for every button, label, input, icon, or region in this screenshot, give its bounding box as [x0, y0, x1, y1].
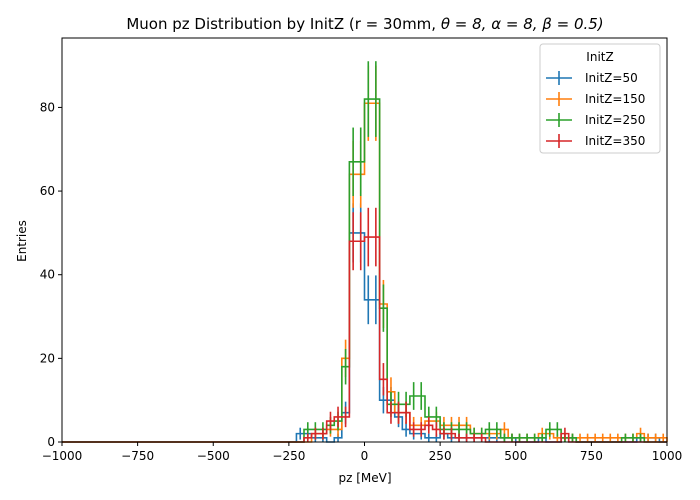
x-tick-label: 1000 — [652, 449, 683, 463]
legend-title: InitZ — [586, 50, 613, 64]
series-step-line — [62, 232, 667, 443]
x-tick-label: 500 — [504, 449, 527, 463]
axes-layer: −1000 −750 −500 −250 0 250 500 750 1000 0 20 40 60 80 — [40, 37, 683, 463]
legend-label: InitZ=350 — [585, 134, 645, 148]
y-tick-label: 40 — [40, 268, 55, 282]
legend-entry: InitZ=350 — [546, 134, 645, 148]
x-tick-label: 750 — [580, 449, 603, 463]
y-tick-label: 60 — [40, 184, 55, 198]
x-tick-label: −500 — [197, 449, 230, 463]
y-tick-label: 80 — [40, 100, 55, 114]
y-axis-label: Entries — [15, 220, 29, 262]
legend: InitZ InitZ=50 InitZ=150 InitZ=250 InitZ=350 — [539, 43, 661, 154]
x-tick-label: 250 — [429, 449, 452, 463]
y-tick-label: 20 — [40, 351, 55, 365]
legend-box — [539, 43, 661, 154]
legend-label: InitZ=150 — [585, 92, 645, 106]
y-tick-label: 0 — [47, 435, 55, 449]
legend-entry: InitZ=150 — [546, 92, 645, 106]
x-tick-label: −750 — [121, 449, 154, 463]
x-tick-label: 0 — [361, 449, 369, 463]
x-tick-label: −250 — [272, 449, 305, 463]
x-axis-label: pz [MeV] — [338, 471, 391, 485]
chart-title: Muon pz Distribution by InitZ (r = 30mm,… — [126, 15, 603, 33]
x-tick-label: −1000 — [42, 449, 83, 463]
series-4 — [62, 207, 667, 443]
legend-label: InitZ=250 — [585, 113, 645, 127]
legend-label: InitZ=50 — [585, 71, 638, 85]
legend-entry: InitZ=50 — [546, 71, 638, 85]
legend-entry: InitZ=250 — [546, 113, 645, 127]
